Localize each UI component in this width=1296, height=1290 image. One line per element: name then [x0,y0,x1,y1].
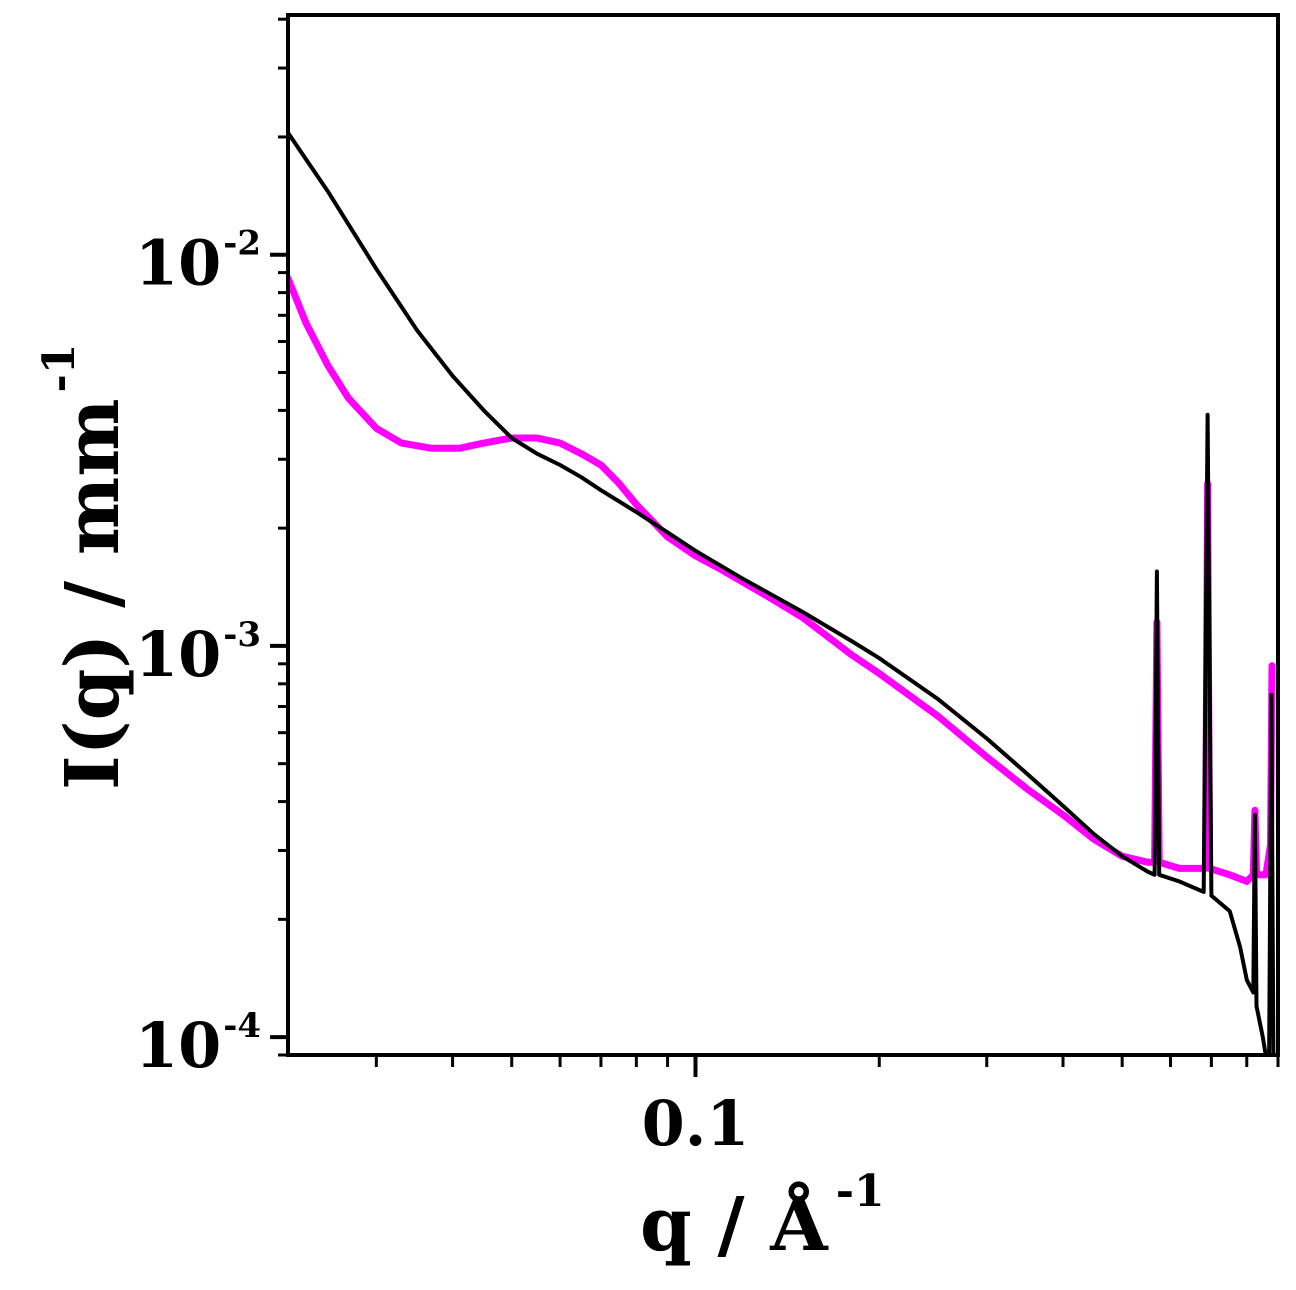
x-axis-major-ticks: 0.1 [642,1055,750,1160]
y-tick-label: 10-4 [135,1006,261,1082]
y-tick-base: 10 [135,227,221,300]
y-axis-major-ticks: 10-410-310-2 [135,224,288,1082]
x-tick-label: 0.1 [642,1087,750,1160]
data-series [288,130,1276,1055]
y-axis-title: I(q) / mm -1 [34,344,136,790]
x-axis-title-base: q / Å [640,1180,829,1268]
y-tick-label: 10-3 [135,615,261,691]
series-line-2 [288,130,1276,1055]
series-line-1 [288,274,1276,885]
plot-frame [286,13,1280,1057]
y-tick-exponent: -2 [223,224,261,264]
y-tick-exponent: -3 [223,615,261,655]
y-tick-label: 10-2 [135,224,261,300]
y-tick-base: 10 [135,618,221,691]
x-axis-title-sup: -1 [836,1166,885,1217]
y-tick-base: 10 [135,1009,221,1082]
y-axis-title-sup: -1 [34,344,85,393]
y-axis-title-base: I(q) / mm [50,398,136,790]
y-tick-exponent: -4 [223,1006,261,1046]
x-axis-title: q / Å -1 [640,1166,885,1268]
